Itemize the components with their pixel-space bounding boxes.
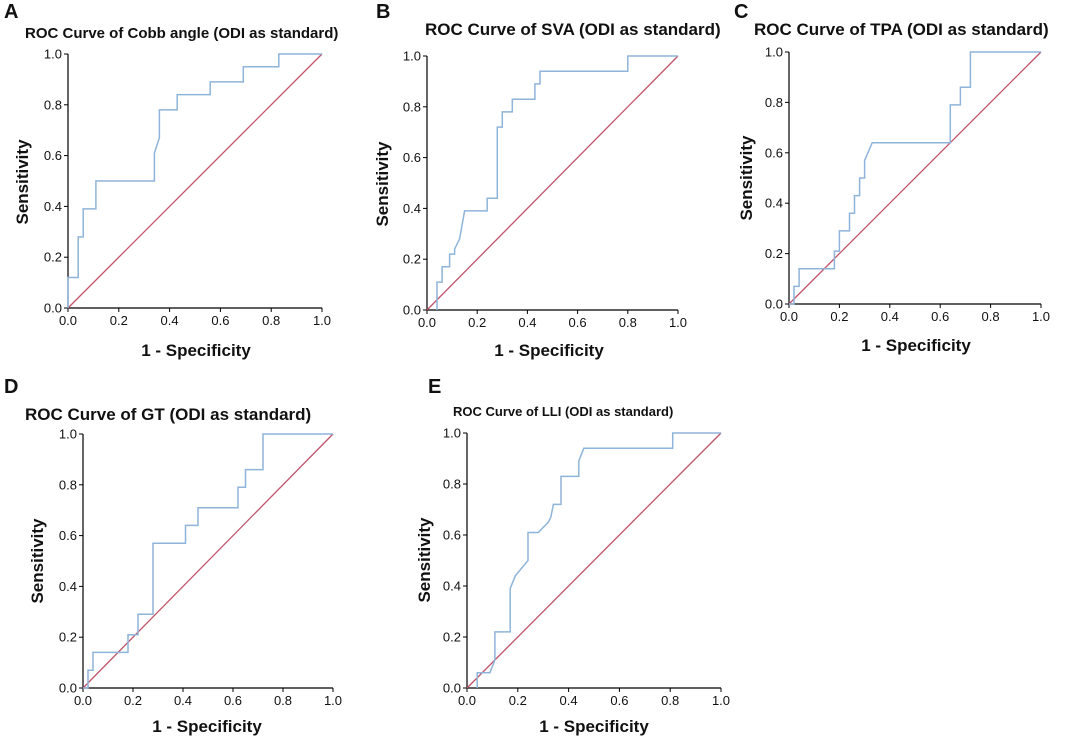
roc-curve-a [67,53,322,308]
y-tick-label-d: 0.0 [59,681,77,696]
x-axis-label-b: 1 - Specificity [494,341,604,360]
y-tick-label-e: 0.4 [443,579,461,594]
y-tick-label-d: 0.4 [59,579,77,594]
x-tick-label-b: 0.2 [468,315,486,330]
roc-chart-d: D ROC Curve of GT (ODI as standard) 0.0 0.2… [4,376,342,736]
x-tick-label-b: 0.6 [569,315,587,330]
chart-title-c: ROC Curve of TPA (ODI as standard) [754,20,1049,39]
y-tick-label-d: 0.2 [59,630,77,645]
y-tick-label-d: 0.6 [59,528,77,543]
y-tick-label-b: 0.6 [403,150,421,165]
reference-line-c [788,51,1042,305]
x-tick-label-e: 0.4 [560,693,578,708]
reference-line-a [67,53,323,309]
x-tick-label-c: 0.2 [830,309,848,324]
roc-curve-d [83,433,333,689]
y-axis-label-b: Sensitivity [373,141,392,227]
chart-title-d: ROC Curve of GT (ODI as standard) [25,405,311,424]
x-tick-label-c: 1.0 [1032,309,1050,324]
x-tick-label-a: 0.6 [211,313,229,328]
y-tick-label-d: 1.0 [59,427,77,442]
y-tick-label-b: 0.2 [403,252,421,267]
reference-line-b [426,55,679,311]
y-tick-label-b: 1.0 [403,49,421,64]
roc-curve-b [436,55,678,310]
x-tick-label-d: 0.0 [74,693,92,708]
y-tick-label-a: 0.4 [44,199,62,214]
panel-letter-e: E [428,376,441,398]
y-tick-label-b: 0.0 [403,303,421,318]
y-tick-label-c: 0.6 [765,145,783,160]
y-tick-label-b: 0.8 [403,99,421,114]
y-tick-label-e: 0.6 [443,528,461,543]
x-tick-label-d: 0.4 [174,693,192,708]
y-axis-label-c: Sensitivity [737,135,756,221]
y-tick-label-c: 0.4 [765,196,783,211]
x-tick-label-d: 0.2 [124,693,142,708]
x-tick-label-e: 0.2 [509,693,527,708]
x-tick-label-a: 0.0 [59,313,77,328]
x-tick-label-b: 0.8 [619,315,637,330]
y-tick-label-c: 0.2 [765,246,783,261]
x-tick-label-b: 1.0 [669,315,687,330]
x-tick-label-e: 0.6 [610,693,628,708]
x-tick-label-e: 1.0 [712,693,730,708]
roc-chart-a: A ROC Curve of Cobb angle (ODI as standar… [4,1,338,360]
x-tick-label-d: 0.6 [224,693,242,708]
x-tick-label-d: 0.8 [274,693,292,708]
x-tick-label-e: 0.0 [458,693,476,708]
y-axis-label-d: Sensitivity [28,518,47,604]
chart-title-a: ROC Curve of Cobb angle (ODI as standard… [25,25,338,42]
y-tick-label-e: 0.8 [443,477,461,492]
x-tick-label-a: 0.4 [161,313,179,328]
y-tick-label-c: 0.8 [765,95,783,110]
panel-letter-c: C [734,1,748,23]
panel-letter-a: A [4,1,18,23]
y-tick-label-a: 0.0 [44,301,62,316]
x-tick-label-c: 0.8 [982,309,1000,324]
x-tick-label-c: 0.4 [881,309,899,324]
y-tick-label-a: 0.2 [44,250,62,265]
y-axis-label-a: Sensitivity [13,139,32,225]
x-tick-label-a: 0.2 [110,313,128,328]
chart-title-e: ROC Curve of LLI (ODI as standard) [453,404,673,419]
chart-title-b: ROC Curve of SVA (ODI as standard) [425,20,721,39]
roc-curve-c [789,51,1041,305]
y-tick-label-c: 0.0 [765,297,783,312]
y-tick-label-c: 1.0 [765,45,783,60]
x-tick-label-c: 0.0 [780,309,798,324]
panel-letter-d: D [4,376,18,398]
y-tick-label-d: 0.8 [59,477,77,492]
x-tick-label-a: 1.0 [313,313,331,328]
panel-letter-b: B [376,1,390,23]
x-tick-label-e: 0.8 [661,693,679,708]
roc-curve-e [476,432,721,688]
x-tick-label-b: 0.4 [518,315,536,330]
x-axis-label-c: 1 - Specificity [861,336,971,355]
y-tick-label-a: 0.6 [44,148,62,163]
x-tick-label-b: 0.0 [418,315,436,330]
x-axis-label-e: 1 - Specificity [539,717,649,736]
x-tick-label-a: 0.8 [262,313,280,328]
x-axis-label-d: 1 - Specificity [152,717,262,736]
reference-line-e [466,432,722,689]
y-tick-label-e: 0.0 [443,681,461,696]
reference-line-d [82,433,334,689]
y-axis-label-e: Sensitivity [415,517,434,603]
x-tick-label-c: 0.6 [931,309,949,324]
y-tick-label-b: 0.4 [403,201,421,216]
y-tick-label-a: 1.0 [44,47,62,62]
x-tick-label-d: 1.0 [324,693,342,708]
y-tick-label-a: 0.8 [44,97,62,112]
x-axis-label-a: 1 - Specificity [141,341,251,360]
y-tick-label-e: 0.2 [443,630,461,645]
y-tick-label-e: 1.0 [443,426,461,441]
